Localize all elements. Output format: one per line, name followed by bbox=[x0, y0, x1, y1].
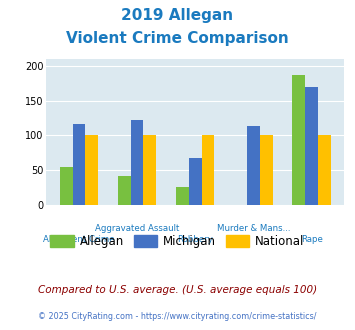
Text: © 2025 CityRating.com - https://www.cityrating.com/crime-statistics/: © 2025 CityRating.com - https://www.city… bbox=[38, 312, 317, 321]
Bar bbox=[143, 135, 156, 205]
Text: Murder & Mans...: Murder & Mans... bbox=[217, 224, 290, 233]
Text: Aggravated Assault: Aggravated Assault bbox=[95, 224, 179, 233]
Bar bbox=[247, 126, 260, 205]
Text: Compared to U.S. average. (U.S. average equals 100): Compared to U.S. average. (U.S. average … bbox=[38, 285, 317, 295]
Bar bbox=[60, 167, 72, 205]
Bar bbox=[85, 135, 98, 205]
Bar bbox=[202, 135, 214, 205]
Bar bbox=[305, 87, 318, 205]
Bar bbox=[131, 119, 143, 205]
Bar bbox=[293, 75, 305, 205]
Bar bbox=[318, 135, 331, 205]
Bar bbox=[72, 124, 85, 205]
Text: All Violent Crime: All Violent Crime bbox=[43, 235, 115, 244]
Bar bbox=[118, 176, 131, 205]
Text: Robbery: Robbery bbox=[177, 235, 213, 244]
Bar bbox=[176, 187, 189, 205]
Legend: Allegan, Michigan, National: Allegan, Michigan, National bbox=[46, 231, 309, 253]
Text: Rape: Rape bbox=[301, 235, 323, 244]
Text: 2019 Allegan: 2019 Allegan bbox=[121, 8, 234, 23]
Text: Violent Crime Comparison: Violent Crime Comparison bbox=[66, 31, 289, 46]
Bar bbox=[260, 135, 273, 205]
Bar bbox=[189, 158, 202, 205]
